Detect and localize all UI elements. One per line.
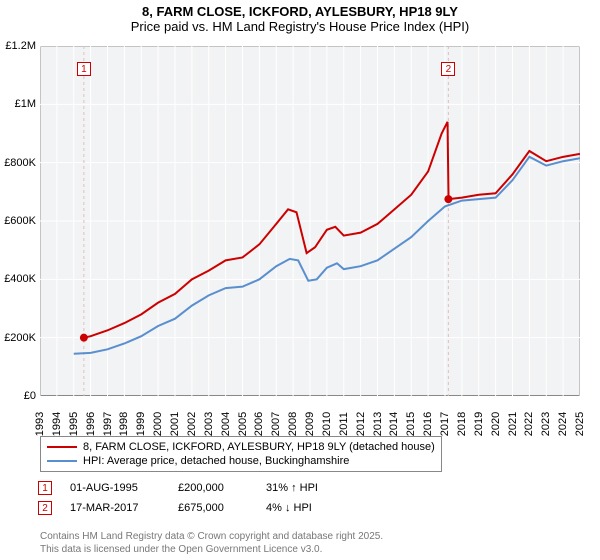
y-tick-label: £800K (0, 157, 36, 169)
transaction-diff: 31% ↑ HPI (266, 482, 318, 494)
transaction-row: 1 01-AUG-1995 £200,000 31% ↑ HPI (38, 478, 318, 498)
x-tick-label: 2020 (490, 412, 502, 436)
x-tick-label: 2024 (557, 412, 569, 436)
x-tick-label: 2021 (507, 412, 519, 436)
transaction-table: 1 01-AUG-1995 £200,000 31% ↑ HPI 2 17-MA… (38, 478, 318, 518)
x-tick-label: 2002 (186, 412, 198, 436)
x-tick-label: 2011 (338, 412, 350, 436)
transaction-diff: 4% ↓ HPI (266, 502, 312, 514)
x-tick-label: 1993 (34, 412, 46, 436)
chart-title: 8, FARM CLOSE, ICKFORD, AYLESBURY, HP18 … (0, 4, 600, 19)
x-tick-label: 2007 (270, 412, 282, 436)
x-tick-label: 2023 (540, 412, 552, 436)
transaction-date: 01-AUG-1995 (70, 482, 160, 494)
legend-label-property: 8, FARM CLOSE, ICKFORD, AYLESBURY, HP18 … (83, 441, 435, 453)
chart-area: £0£200K£400K£600K£800K£1M£1.2M 199319941… (40, 46, 580, 396)
y-tick-label: £200K (0, 332, 36, 344)
x-tick-label: 2009 (304, 412, 316, 436)
x-tick-label: 2006 (254, 412, 266, 436)
x-tick-label: 2012 (355, 412, 367, 436)
x-tick-label: 1996 (85, 412, 97, 436)
x-tick-label: 2017 (439, 412, 451, 436)
x-tick-label: 1994 (51, 412, 63, 436)
transaction-marker-1: 1 (38, 481, 52, 495)
footer: Contains HM Land Registry data © Crown c… (40, 530, 383, 556)
x-tick-label: 1999 (135, 412, 147, 436)
x-tick-label: 2014 (389, 412, 401, 436)
legend: 8, FARM CLOSE, ICKFORD, AYLESBURY, HP18 … (40, 436, 442, 472)
chart-subtitle: Price paid vs. HM Land Registry's House … (0, 19, 600, 34)
x-tick-label: 2005 (237, 412, 249, 436)
chart-marker-2: 2 (441, 62, 455, 76)
y-tick-label: £1.2M (0, 40, 36, 52)
transaction-price: £200,000 (178, 482, 248, 494)
x-tick-label: 1995 (68, 412, 80, 436)
x-tick-label: 2003 (203, 412, 215, 436)
transaction-marker-2: 2 (38, 501, 52, 515)
transaction-row: 2 17-MAR-2017 £675,000 4% ↓ HPI (38, 498, 318, 518)
x-tick-label: 2019 (473, 412, 485, 436)
x-tick-label: 2025 (574, 412, 586, 436)
title-block: 8, FARM CLOSE, ICKFORD, AYLESBURY, HP18 … (0, 0, 600, 36)
legend-swatch-hpi (47, 460, 77, 462)
x-tick-label: 2008 (287, 412, 299, 436)
y-tick-label: £400K (0, 273, 36, 285)
legend-label-hpi: HPI: Average price, detached house, Buck… (83, 455, 349, 467)
x-tick-label: 2015 (405, 412, 417, 436)
y-tick-label: £0 (0, 390, 36, 402)
x-tick-label: 1998 (119, 412, 131, 436)
legend-item-property: 8, FARM CLOSE, ICKFORD, AYLESBURY, HP18 … (47, 440, 435, 454)
x-tick-label: 2010 (321, 412, 333, 436)
chart-marker-1: 1 (77, 62, 91, 76)
x-tick-label: 2001 (169, 412, 181, 436)
x-tick-label: 2022 (524, 412, 536, 436)
x-tick-label: 2013 (372, 412, 384, 436)
transaction-date: 17-MAR-2017 (70, 502, 160, 514)
x-tick-label: 2004 (220, 412, 232, 436)
legend-item-hpi: HPI: Average price, detached house, Buck… (47, 454, 435, 468)
x-tick-label: 2018 (456, 412, 468, 436)
x-tick-label: 1997 (102, 412, 114, 436)
footer-line1: Contains HM Land Registry data © Crown c… (40, 530, 383, 543)
legend-swatch-property (47, 446, 77, 448)
plot-svg (40, 46, 580, 396)
y-tick-label: £600K (0, 215, 36, 227)
footer-line2: This data is licensed under the Open Gov… (40, 543, 383, 556)
x-tick-label: 2016 (422, 412, 434, 436)
y-tick-label: £1M (0, 98, 36, 110)
x-tick-label: 2000 (152, 412, 164, 436)
transaction-price: £675,000 (178, 502, 248, 514)
